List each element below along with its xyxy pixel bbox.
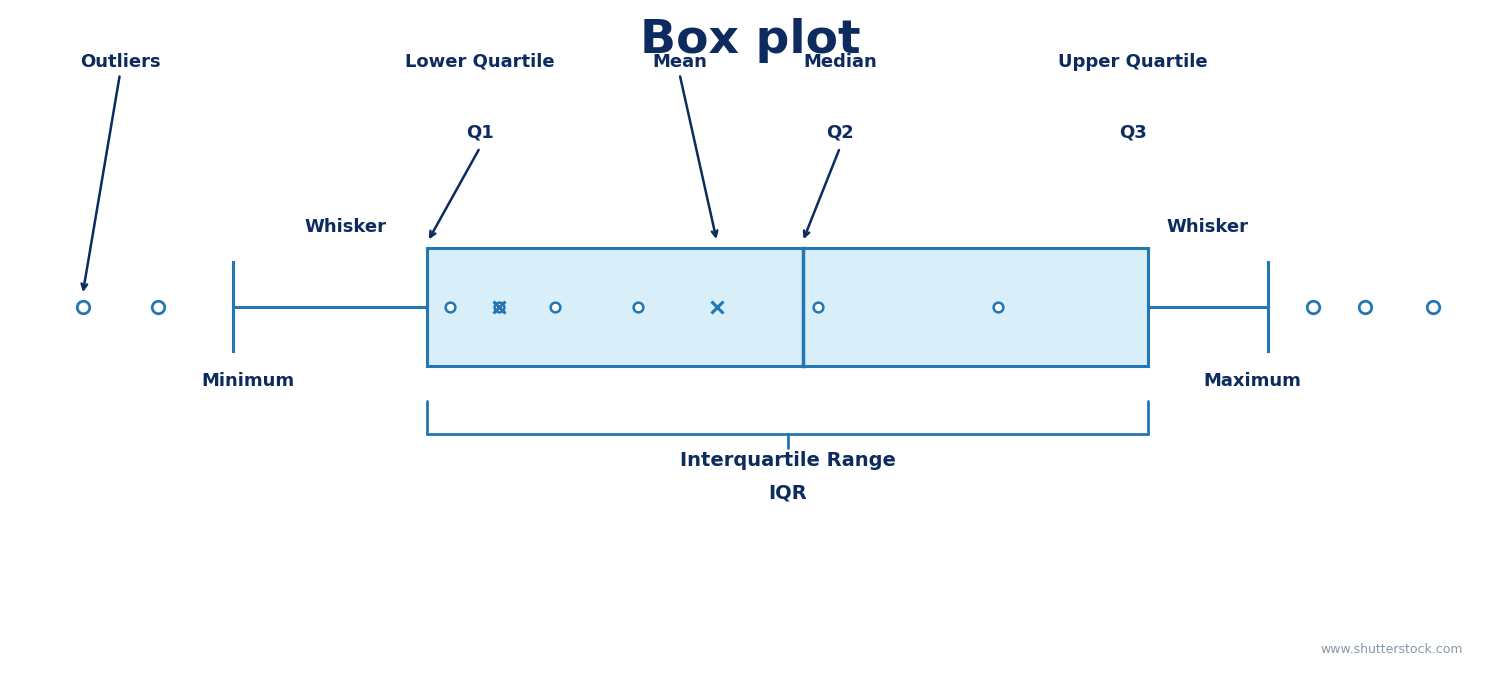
Text: Q3: Q3 — [1119, 123, 1146, 142]
Text: www.shutterstock.com: www.shutterstock.com — [1320, 643, 1462, 656]
Text: Q1: Q1 — [466, 123, 494, 142]
Text: Minimum: Minimum — [201, 372, 294, 390]
Text: Mean: Mean — [652, 53, 706, 71]
Text: shutterst: shutterst — [27, 617, 194, 647]
Text: IMAGE ID: 2052120557: IMAGE ID: 2052120557 — [1302, 611, 1462, 625]
Text: Box plot: Box plot — [639, 18, 861, 62]
Text: Q2: Q2 — [827, 123, 854, 142]
Text: Whisker: Whisker — [1167, 218, 1248, 236]
Text: Maximum: Maximum — [1203, 372, 1302, 390]
Text: Upper Quartile: Upper Quartile — [1058, 53, 1208, 71]
Text: IQR: IQR — [768, 483, 807, 502]
Text: Outliers: Outliers — [80, 53, 160, 71]
Bar — [427, 247, 1148, 365]
Text: Median: Median — [802, 53, 877, 71]
Text: Interquartile Range: Interquartile Range — [680, 452, 896, 471]
Text: ø: ø — [211, 617, 234, 647]
Text: Whisker: Whisker — [304, 218, 386, 236]
Text: ck·: ck· — [228, 617, 280, 647]
Text: Lower Quartile: Lower Quartile — [405, 53, 555, 71]
